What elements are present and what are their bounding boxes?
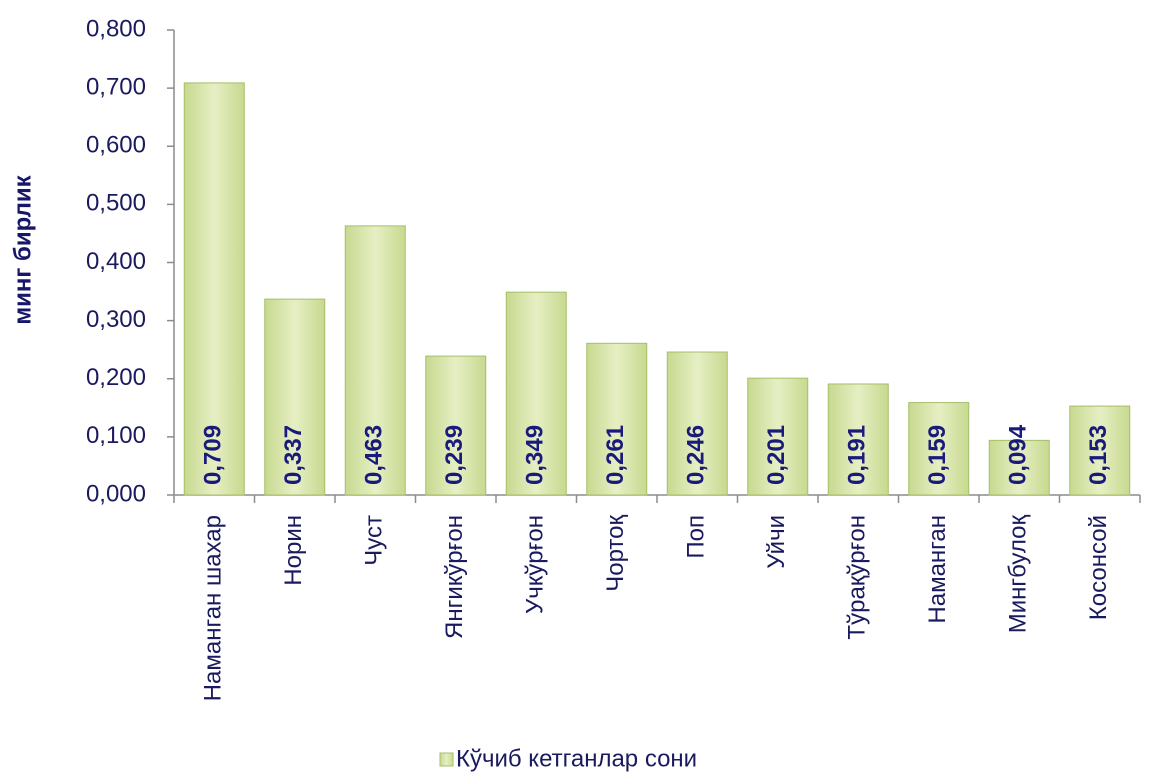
value-label: 0,261 <box>602 425 629 485</box>
x-tick-label: Чуст <box>361 515 388 566</box>
bar <box>908 402 970 496</box>
x-tick-label: Наманган шахар <box>200 515 227 701</box>
value-label: 0,709 <box>200 425 227 485</box>
x-tick-label: Косонсой <box>1085 515 1112 620</box>
x-tick-label: Мингбулоқ <box>1005 515 1032 634</box>
value-label: 0,246 <box>683 425 710 485</box>
y-tick-label: 0,700 <box>86 73 146 100</box>
value-label: 0,159 <box>924 425 951 485</box>
y-tick-label: 0,200 <box>86 364 146 391</box>
value-label: 0,349 <box>522 425 549 485</box>
y-tick-label: 0,500 <box>86 190 146 217</box>
value-label: 0,191 <box>844 425 871 485</box>
x-tick-label: Чортоқ <box>602 515 629 592</box>
y-tick-label: 0,600 <box>86 132 146 159</box>
y-tick-label: 0,400 <box>86 248 146 275</box>
x-tick-label: Янгикўрғон <box>441 515 468 639</box>
x-tick-label: Норин <box>280 515 307 586</box>
bar <box>505 291 567 496</box>
value-label: 0,094 <box>1005 424 1032 485</box>
value-label: 0,463 <box>361 425 388 485</box>
bar <box>425 355 487 496</box>
x-tick-label: Наманган <box>924 515 951 624</box>
bar <box>747 377 809 496</box>
value-label: 0,153 <box>1085 425 1112 485</box>
y-axis-title: минг бирлик <box>9 174 36 324</box>
legend-marker <box>439 752 454 767</box>
y-tick-label: 0,800 <box>86 15 146 42</box>
x-tick-label: Учкўрғон <box>522 515 549 614</box>
value-label: 0,239 <box>441 425 468 485</box>
bar <box>666 351 728 496</box>
legend-label: Кўчиб кетганлар сони <box>456 745 697 772</box>
x-tick-label: Тўрақўрғон <box>844 515 871 640</box>
x-tick-label: Уйчи <box>763 515 790 569</box>
bar <box>988 439 1050 496</box>
value-label: 0,201 <box>763 425 790 485</box>
bar <box>264 298 326 496</box>
bar <box>586 342 648 496</box>
bar <box>1069 405 1131 496</box>
y-tick-label: 0,300 <box>86 306 146 333</box>
bar <box>827 383 889 496</box>
x-tick-label: Поп <box>683 515 710 559</box>
bar <box>183 82 245 496</box>
y-tick-label: 0,000 <box>86 480 146 507</box>
value-label: 0,337 <box>280 425 307 485</box>
bar <box>344 225 406 496</box>
y-tick-label: 0,100 <box>86 422 146 449</box>
